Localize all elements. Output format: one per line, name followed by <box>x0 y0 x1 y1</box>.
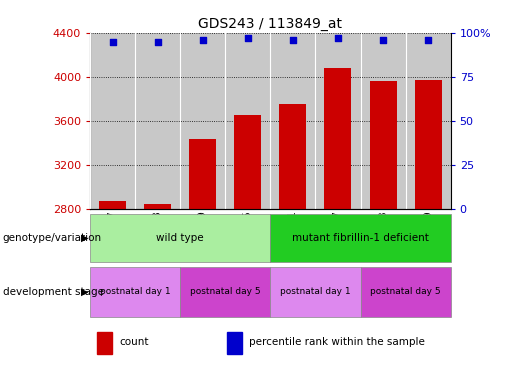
Bar <box>369 81 397 209</box>
Bar <box>144 204 171 209</box>
Bar <box>90 214 270 262</box>
Text: mutant fibrillin-1 deficient: mutant fibrillin-1 deficient <box>292 233 429 243</box>
Point <box>424 37 432 43</box>
Point <box>153 39 162 45</box>
Bar <box>270 214 451 262</box>
Text: ▶: ▶ <box>81 233 89 243</box>
Bar <box>415 80 441 209</box>
Title: GDS243 / 113849_at: GDS243 / 113849_at <box>198 16 342 30</box>
Bar <box>324 68 351 209</box>
Text: postnatal day 5: postnatal day 5 <box>190 287 261 296</box>
Bar <box>270 267 360 317</box>
Bar <box>189 139 216 209</box>
Text: postnatal day 5: postnatal day 5 <box>370 287 441 296</box>
Point <box>379 37 387 43</box>
Text: ▶: ▶ <box>81 287 89 297</box>
Text: count: count <box>119 337 148 347</box>
Point <box>334 35 342 41</box>
Text: postnatal day 1: postnatal day 1 <box>280 287 351 296</box>
Bar <box>280 104 306 209</box>
Text: development stage: development stage <box>3 287 104 297</box>
Bar <box>360 267 451 317</box>
Bar <box>234 115 261 209</box>
Text: genotype/variation: genotype/variation <box>3 233 101 243</box>
Text: wild type: wild type <box>157 233 204 243</box>
Bar <box>227 332 242 354</box>
Text: percentile rank within the sample: percentile rank within the sample <box>249 337 425 347</box>
Text: postnatal day 1: postnatal day 1 <box>100 287 170 296</box>
Point <box>109 39 117 45</box>
Point <box>244 35 252 41</box>
Bar <box>180 267 270 317</box>
Point <box>289 37 297 43</box>
Bar <box>99 201 126 209</box>
Point <box>199 37 207 43</box>
Bar <box>97 332 112 354</box>
Bar <box>90 267 180 317</box>
